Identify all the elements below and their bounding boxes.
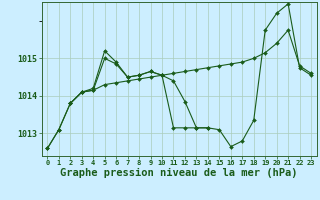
X-axis label: Graphe pression niveau de la mer (hPa): Graphe pression niveau de la mer (hPa): [60, 168, 298, 178]
